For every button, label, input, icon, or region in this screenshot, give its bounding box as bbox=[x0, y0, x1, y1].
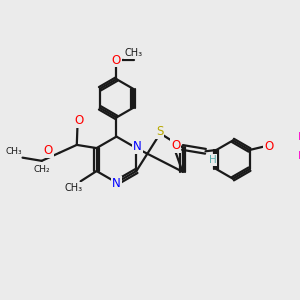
Text: O: O bbox=[112, 53, 121, 67]
Text: O: O bbox=[74, 114, 83, 127]
Text: CH₃: CH₃ bbox=[5, 147, 22, 156]
Text: N: N bbox=[133, 140, 142, 153]
Text: F: F bbox=[298, 132, 300, 142]
Text: O: O bbox=[264, 140, 273, 153]
Text: O: O bbox=[44, 144, 53, 157]
Text: O: O bbox=[171, 139, 180, 152]
Text: N: N bbox=[112, 177, 121, 190]
Text: CH₃: CH₃ bbox=[125, 48, 143, 58]
Text: H: H bbox=[208, 155, 216, 165]
Text: CH₂: CH₂ bbox=[33, 165, 50, 174]
Text: S: S bbox=[156, 125, 163, 138]
Text: CH₃: CH₃ bbox=[64, 183, 83, 193]
Text: F: F bbox=[298, 152, 300, 161]
